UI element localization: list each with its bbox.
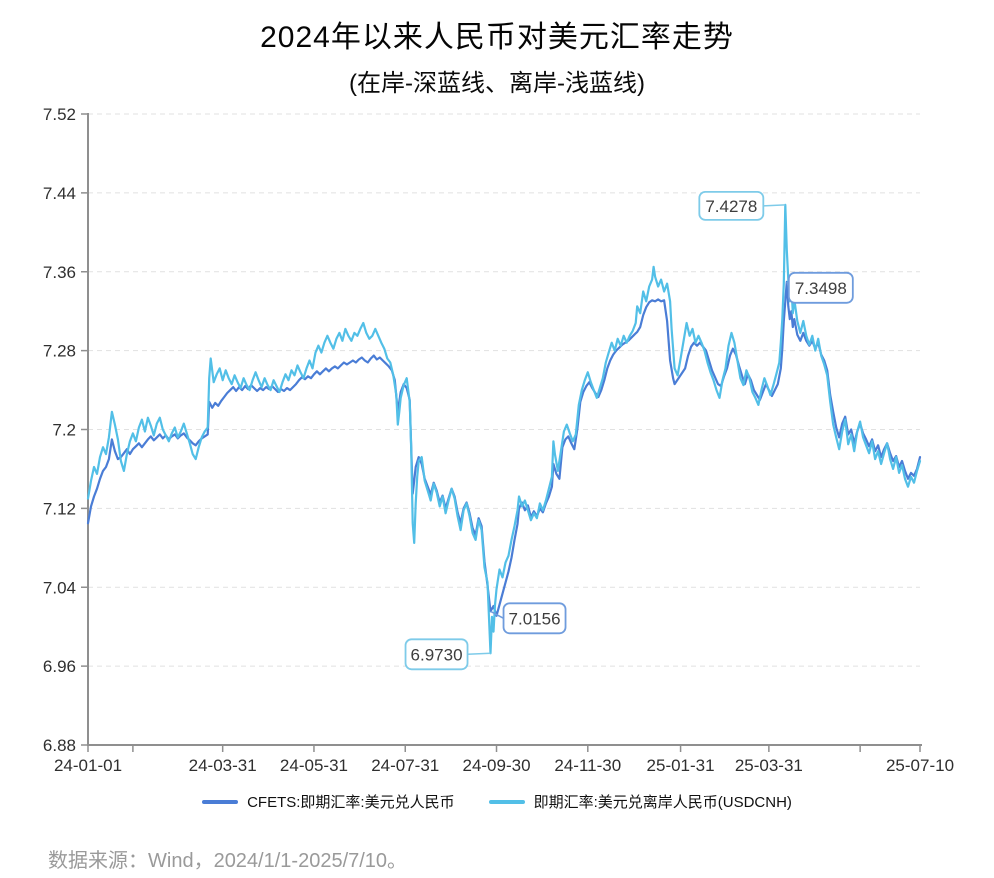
legend-item-onshore[interactable]: CFETS:即期汇率:美元兑人民币 (202, 791, 455, 812)
annotation-label: 6.9730 (411, 645, 463, 664)
annotation-box (404, 638, 469, 671)
legend-label-onshore: CFETS:即期汇率:美元兑人民币 (247, 794, 455, 811)
legend-label-offshore: 即期汇率:美元兑离岸人民币(USDCNH) (533, 794, 792, 811)
chart-subtitle: (在岸-深蓝线、离岸-浅蓝线) (349, 70, 645, 97)
chart-legend: CFETS:即期汇率:美元兑人民币 即期汇率:美元兑离岸人民币(USDCNH) (0, 791, 994, 812)
offshore-line-swatch (488, 799, 525, 804)
x-axis-label: 24-11-30 (554, 756, 621, 775)
chart-title: 2024年以来人民币对美元汇率走势 (260, 21, 734, 54)
annotation-connector (490, 610, 504, 619)
annotation-connector (763, 204, 786, 207)
x-axis-label: 24-09-30 (462, 756, 530, 775)
x-axis-label: 25-01-31 (647, 756, 715, 775)
annotation-label: 7.4278 (705, 197, 757, 216)
y-axis-label: 7.12 (43, 499, 76, 518)
annotation-box (502, 602, 567, 635)
annotation-label: 7.0156 (509, 609, 561, 628)
y-axis-label: 7.2 (52, 421, 76, 440)
y-axis-label: 7.52 (43, 105, 76, 124)
data-source-note: 数据来源：Wind，2024/1/1-2025/7/10。 (48, 850, 408, 872)
onshore-line-swatch (202, 799, 239, 804)
y-axis-label: 7.04 (43, 578, 76, 597)
legend-item-offshore[interactable]: 即期汇率:美元兑离岸人民币(USDCNH) (488, 791, 792, 812)
x-axis-label: 25-07-10 (886, 756, 954, 775)
x-axis-label: 24-05-31 (280, 756, 348, 775)
annotation-box (698, 191, 765, 221)
annotation-connector (467, 652, 491, 656)
x-axis-label: 24-07-31 (371, 756, 439, 775)
annotation-connector (786, 281, 790, 289)
y-axis-label: 7.44 (43, 184, 76, 203)
series-line-onshore (86, 280, 922, 617)
y-axis-label: 7.36 (43, 263, 76, 282)
annotation-box (787, 271, 854, 304)
y-axis-label: 6.88 (43, 736, 76, 755)
x-axis-label: 25-03-31 (735, 756, 803, 775)
series-line-offshore (86, 203, 922, 655)
x-axis-label: 24-03-31 (189, 756, 257, 775)
x-axis-label: 24-01-01 (54, 756, 122, 775)
y-axis-label: 7.28 (43, 342, 76, 361)
annotation-label: 7.3498 (795, 279, 847, 298)
y-axis-label: 6.96 (43, 657, 76, 676)
